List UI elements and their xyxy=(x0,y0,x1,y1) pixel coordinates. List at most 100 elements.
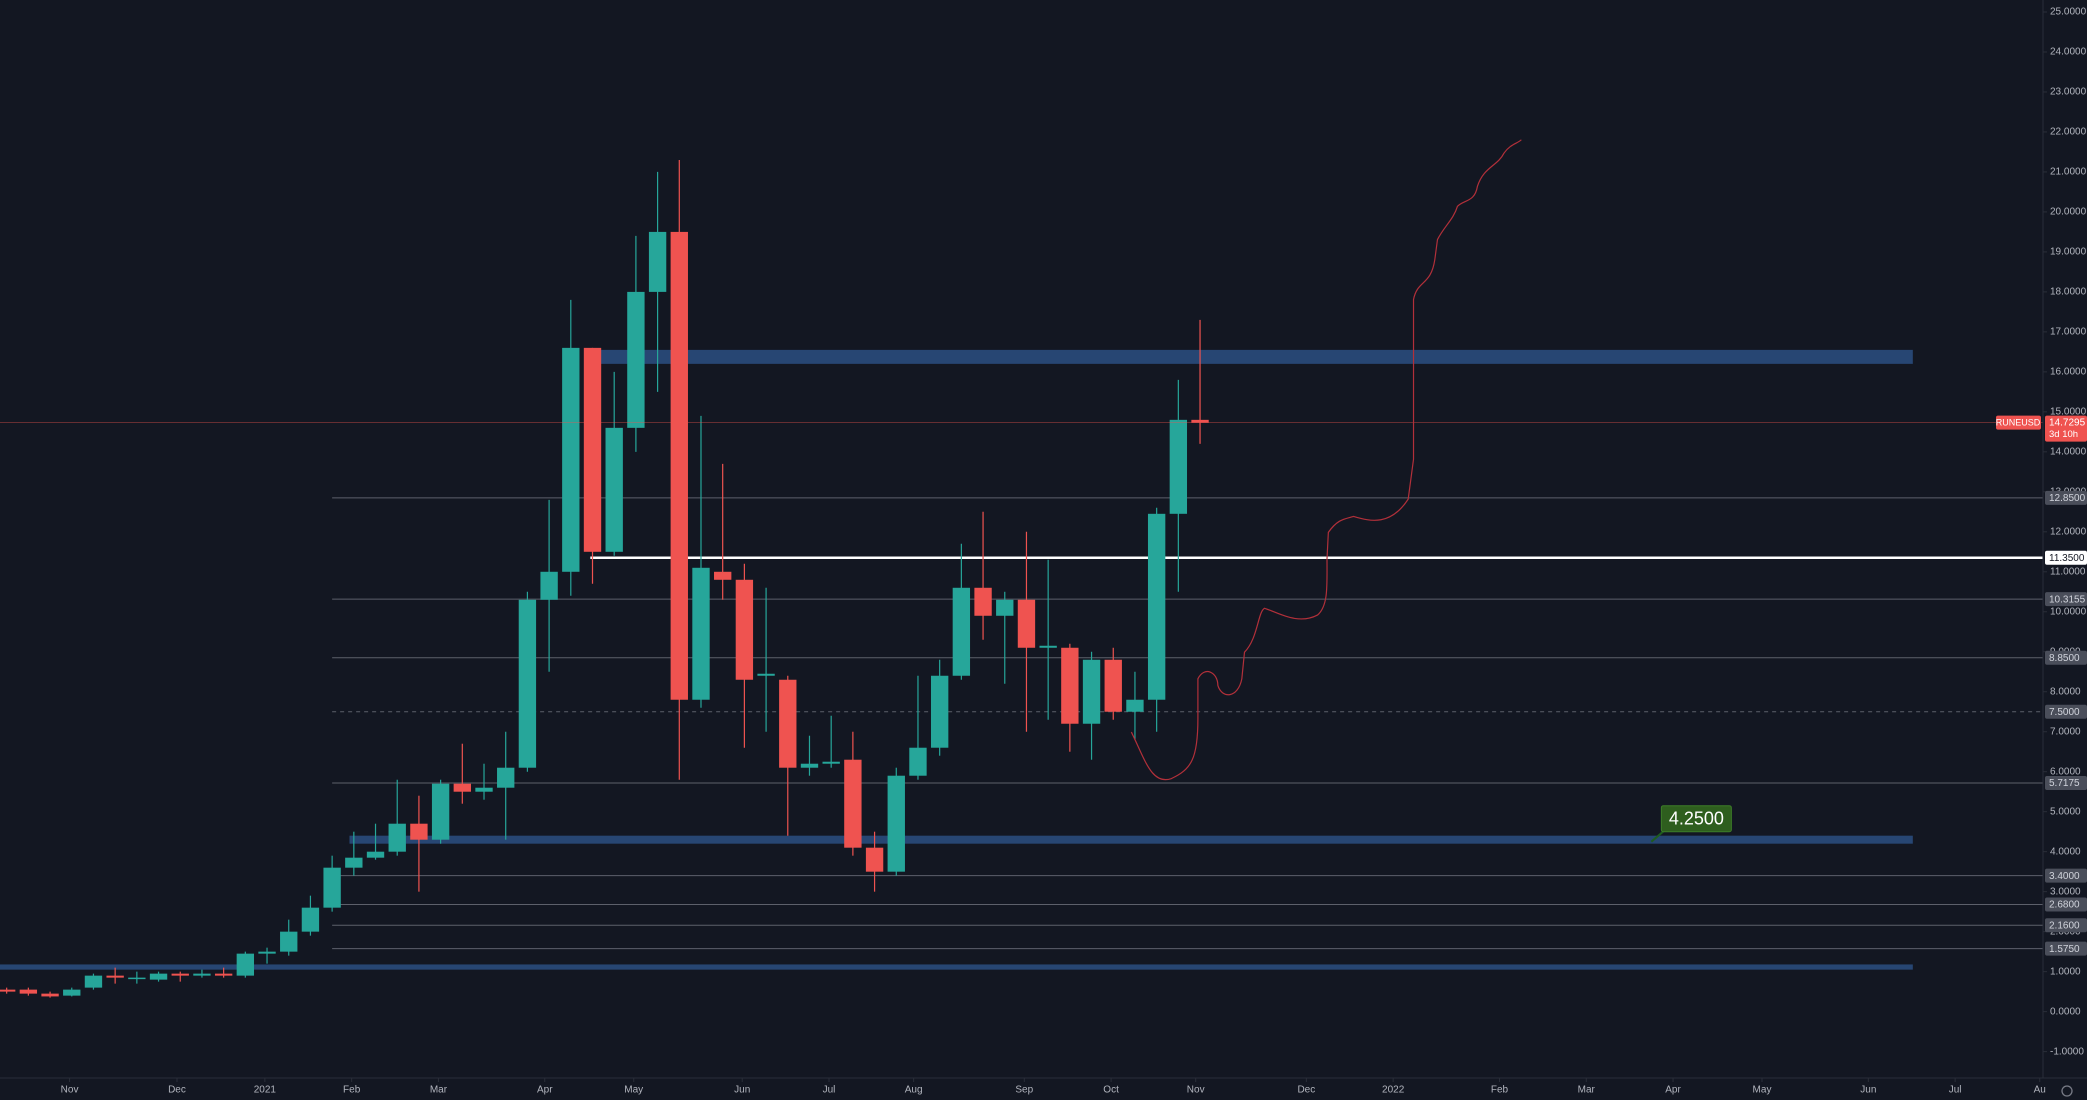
y-tick-label: 25.0000 xyxy=(2050,7,2087,18)
projection-path xyxy=(1130,139,1522,781)
price-label: 14.7295 xyxy=(2049,417,2086,428)
candle-body xyxy=(648,231,667,292)
level-tag xyxy=(2045,918,2087,933)
x-tick-label: Mar xyxy=(430,1085,448,1096)
candle-body xyxy=(431,783,450,840)
symbol-tag xyxy=(1996,415,2041,430)
candle-body xyxy=(1017,599,1036,648)
candle-body xyxy=(996,599,1014,616)
candle-body xyxy=(236,953,255,976)
y-tick-label: 8.0000 xyxy=(2050,686,2081,697)
candle-body xyxy=(41,993,59,997)
level-tag xyxy=(2045,550,2087,565)
candle-body xyxy=(214,973,233,976)
x-tick-label: 2022 xyxy=(1382,1085,1405,1096)
candle-body xyxy=(475,787,493,792)
candle-body xyxy=(453,783,471,792)
annotation-box xyxy=(1660,805,1732,833)
candle-body xyxy=(540,571,558,600)
level-label: 1.5750 xyxy=(2049,944,2080,955)
candle-body xyxy=(323,867,341,908)
x-tick-label: Sep xyxy=(1015,1085,1033,1096)
candle-body xyxy=(670,231,688,700)
candle-body xyxy=(388,823,406,852)
x-tick-label: Oct xyxy=(1103,1085,1119,1096)
candle-body xyxy=(518,599,537,768)
countdown-label: 3d 10h xyxy=(2049,429,2078,440)
candle-body xyxy=(1169,419,1188,514)
candle-body xyxy=(909,747,927,776)
x-tick-label: 2021 xyxy=(254,1085,277,1096)
candle-body xyxy=(844,759,862,848)
zone xyxy=(0,964,1913,970)
candle-body xyxy=(865,847,884,872)
candle-body xyxy=(280,931,298,952)
x-tick-label: Dec xyxy=(168,1085,186,1096)
level-label: 5.7175 xyxy=(2049,778,2080,789)
zone xyxy=(590,349,1913,364)
candle-body xyxy=(1147,513,1166,700)
candle-body xyxy=(0,989,16,992)
y-tick-label: 16.0000 xyxy=(2050,367,2087,378)
y-tick-label: 5.0000 xyxy=(2050,806,2081,817)
level-tag xyxy=(2045,490,2087,505)
price-tag xyxy=(2045,415,2087,442)
level-label: 3.4000 xyxy=(2049,871,2080,882)
y-tick-label: 4.0000 xyxy=(2050,846,2081,857)
x-tick-label: Nov xyxy=(61,1085,79,1096)
candle-body xyxy=(63,989,81,996)
candle-body xyxy=(193,973,211,976)
x-tick-label: May xyxy=(624,1085,643,1096)
candle-body xyxy=(692,567,710,700)
y-tick-label: 18.0000 xyxy=(2050,287,2087,298)
candle-body xyxy=(1082,659,1101,724)
x-tick-label: May xyxy=(1753,1085,1772,1096)
candle-body xyxy=(1126,699,1144,712)
level-tag xyxy=(2045,897,2087,912)
candle-body xyxy=(345,857,363,868)
candle-body xyxy=(19,989,38,994)
y-tick-label: 3.0000 xyxy=(2050,886,2081,897)
level-label: 8.8500 xyxy=(2049,653,2080,664)
candle-body xyxy=(1191,419,1209,423)
level-tag xyxy=(2045,868,2087,883)
y-tick-label: 6.0000 xyxy=(2050,766,2081,777)
plot-area: 4.2500 xyxy=(0,159,2043,998)
y-tick-label: 20.0000 xyxy=(2050,207,2087,218)
y-tick-label: 21.0000 xyxy=(2050,167,2087,178)
symbol-label: RUNEUSD xyxy=(1996,418,2041,428)
candle-body xyxy=(1104,659,1122,712)
candle-body xyxy=(714,571,732,580)
x-tick-label: Dec xyxy=(1297,1085,1315,1096)
level-label: 2.6800 xyxy=(2049,900,2080,911)
x-tick-label: Feb xyxy=(343,1085,361,1096)
level-tag xyxy=(2045,650,2087,665)
level-label: 10.3155 xyxy=(2049,594,2086,605)
x-tick-label: Au xyxy=(2034,1085,2046,1096)
level-tag xyxy=(2045,704,2087,719)
candle-body xyxy=(800,763,819,768)
level-label: 2.1600 xyxy=(2049,920,2080,931)
settings-icon[interactable] xyxy=(2061,1085,2073,1097)
candle-body xyxy=(627,291,645,428)
candle-body xyxy=(301,907,320,932)
candle-body xyxy=(149,973,168,980)
y-tick-label: 23.0000 xyxy=(2050,87,2087,98)
candle-body xyxy=(497,767,515,788)
level-tag xyxy=(2045,776,2087,791)
zone xyxy=(349,835,1913,844)
candle-body xyxy=(735,579,754,680)
y-tick-label: 7.0000 xyxy=(2050,726,2081,737)
y-tick-label: 12.0000 xyxy=(2050,526,2087,537)
x-tick-label: Jul xyxy=(823,1085,836,1096)
level-tag xyxy=(2045,592,2087,607)
level-label: 12.8500 xyxy=(2049,493,2086,504)
level-tag xyxy=(2045,941,2087,956)
candle-body xyxy=(106,975,124,978)
y-tick-label: 0.0000 xyxy=(2050,1006,2081,1017)
x-tick-label: Apr xyxy=(1665,1085,1681,1096)
candle-body xyxy=(84,975,103,988)
candle-body xyxy=(974,587,992,616)
